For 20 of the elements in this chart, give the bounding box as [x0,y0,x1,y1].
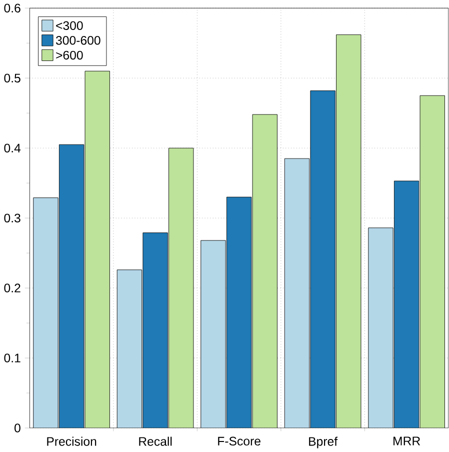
x-tick-label: F-Score [218,436,261,446]
bar [284,158,310,428]
y-tick-label: 0.4 [4,144,21,152]
bar [368,228,394,428]
legend-label: 300-600 [56,36,101,45]
legend-label: <300 [56,21,84,30]
x-tick-label: Bpref [309,436,338,448]
y-tick-label: 0.5 [4,74,21,82]
y-tick-label: 0.3 [4,214,21,222]
y-tick-label: 0.1 [4,354,20,362]
x-tick-label: Recall [139,436,172,446]
x-tick-label: MRR [394,436,420,446]
y-tick-label: 0.6 [4,4,21,12]
x-tick-label: Precision [47,436,96,446]
y-tick-label: 0 [14,424,21,432]
bar [200,240,226,428]
bar [33,198,58,428]
bar [117,270,142,428]
legend-label: >600 [56,50,84,60]
y-tick-label: 0.2 [4,284,20,292]
